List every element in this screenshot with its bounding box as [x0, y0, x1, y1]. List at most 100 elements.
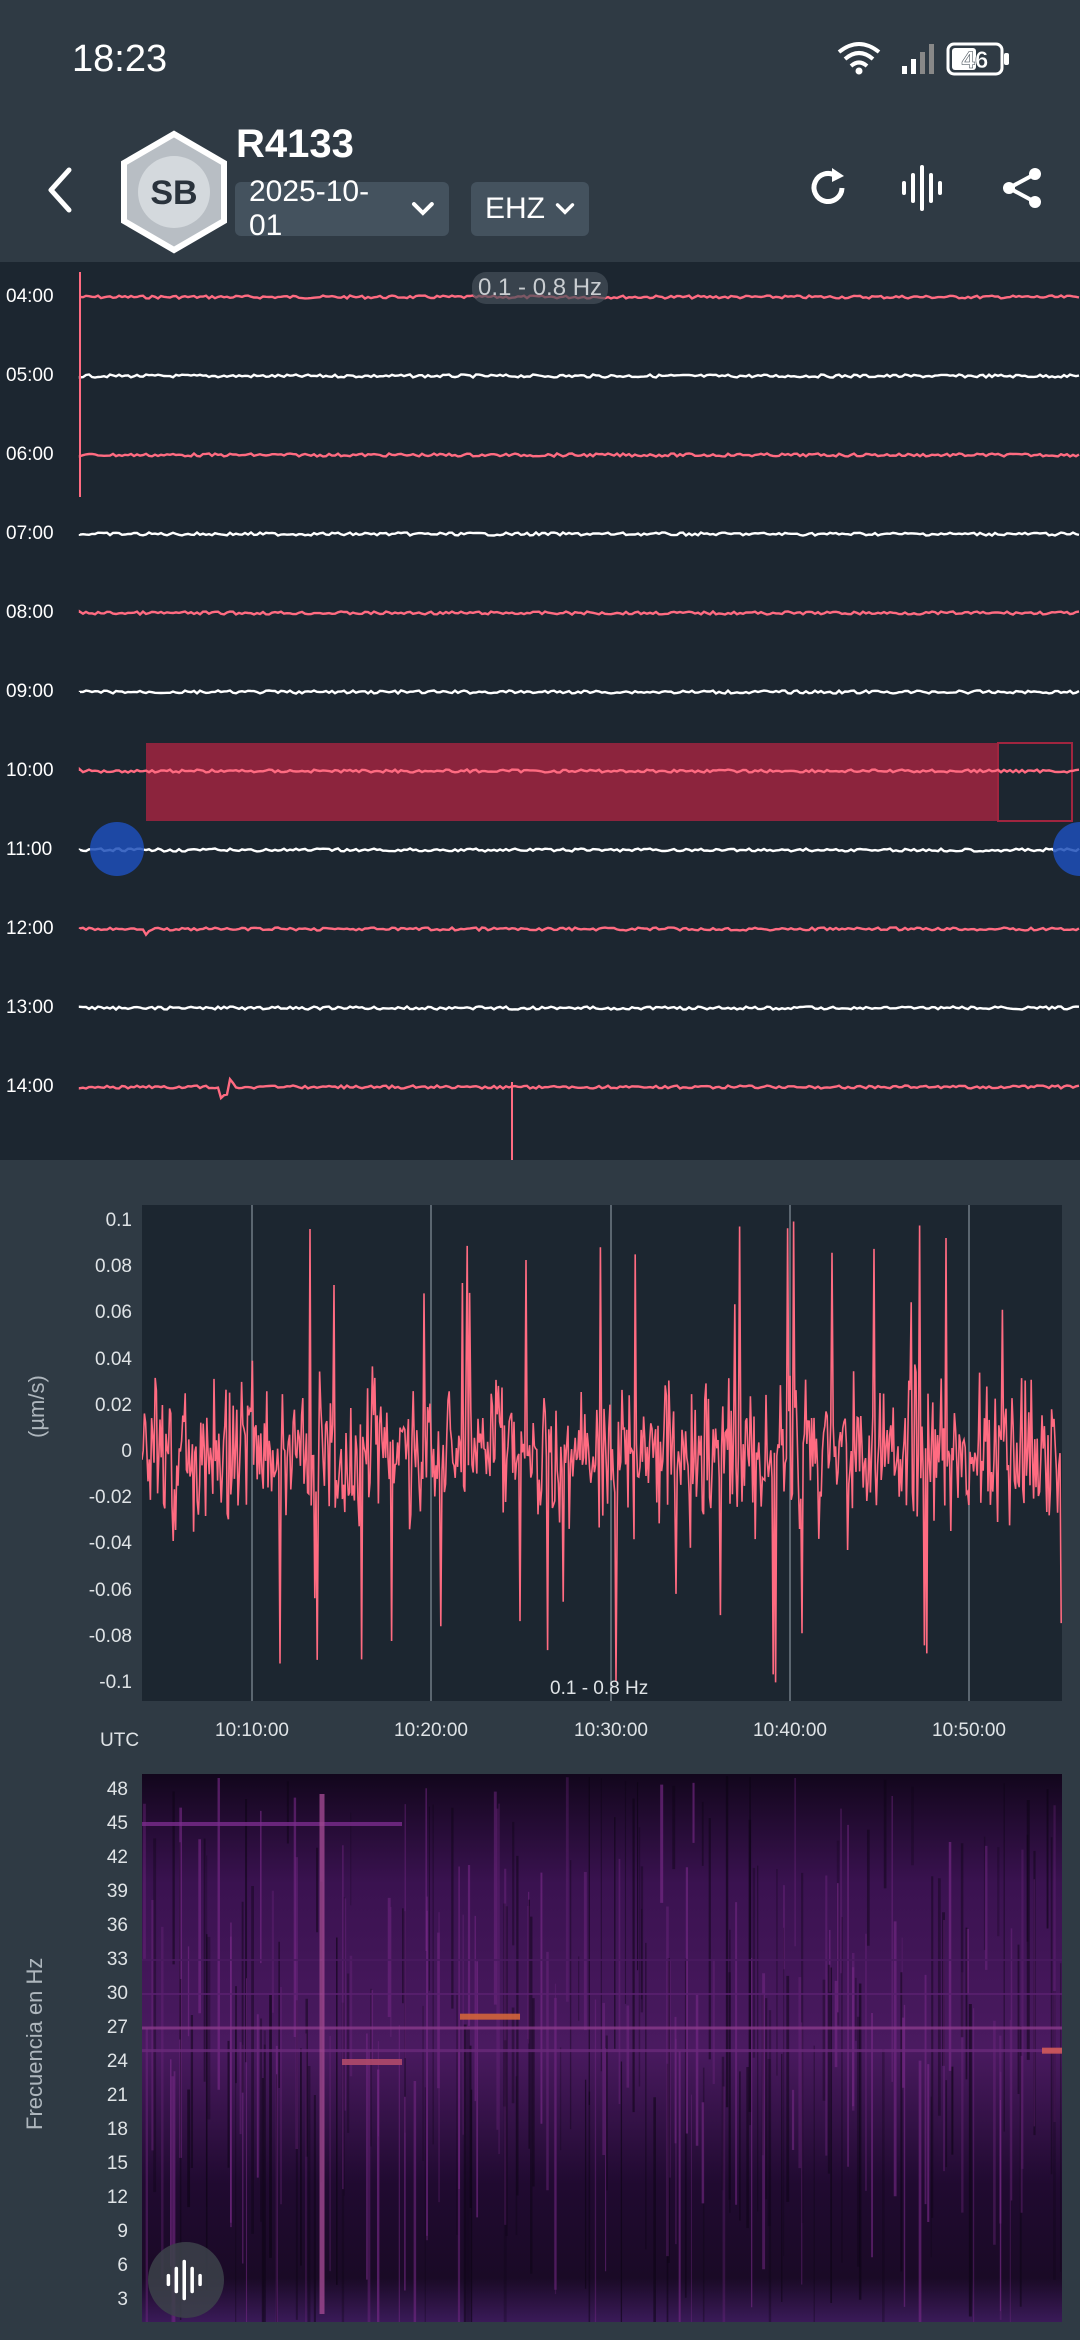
x-tick-label: 10:50:00	[932, 1720, 1006, 1741]
frequency-tick-label: 48	[106, 1779, 128, 1800]
station-badge-icon: SB	[121, 130, 227, 254]
selection-drag-handle[interactable]	[1053, 822, 1080, 876]
waveform-icon	[902, 165, 942, 211]
frequency-tick-label: 18	[106, 2119, 128, 2140]
x-tick-label: 10:40:00	[753, 1720, 827, 1741]
spectrogram-image	[142, 1774, 1062, 2322]
refresh-icon	[811, 168, 845, 204]
chevron-down-icon	[555, 203, 575, 215]
y-tick-label: -0.02	[88, 1487, 132, 1509]
y-tick-label: -0.08	[88, 1625, 132, 1647]
hour-label: 13:00	[6, 997, 54, 1018]
channel-dropdown[interactable]: EHZ	[471, 182, 589, 236]
frequency-tick-label: 36	[106, 1915, 128, 1936]
refresh-button[interactable]	[796, 156, 860, 220]
x-tick-label: 10:10:00	[215, 1720, 289, 1741]
date-value: 2025-10-01	[249, 175, 370, 242]
frequency-tick-label: 6	[117, 2255, 128, 2276]
helicorder-trace	[78, 373, 1080, 380]
hour-label: 08:00	[6, 602, 54, 623]
hour-label: 05:00	[6, 365, 54, 386]
date-dropdown[interactable]: 2025-10-01	[235, 175, 449, 242]
detail-waveform-chart[interactable]: (µm/s) 0.1 0.08 0.06 0.04 0.02 0 -0.02 -0.04 -0.…	[0, 1160, 1080, 1780]
audio-play-button[interactable]	[148, 2242, 224, 2318]
chevron-left-icon	[48, 167, 72, 213]
y-tick-label: 0.04	[95, 1348, 132, 1370]
waveform-button[interactable]	[892, 156, 956, 220]
detail-plot-area[interactable]	[141, 1205, 1062, 1701]
x-tick-label: 10:30:00	[574, 1720, 648, 1741]
station-title: R4133	[236, 122, 354, 166]
hour-label: 06:00	[6, 444, 54, 465]
selection-drag-handle[interactable]	[90, 822, 144, 876]
spectrogram-background	[142, 1774, 1062, 2322]
hour-label: 07:00	[6, 523, 54, 544]
helicorder-trace	[78, 926, 1080, 937]
frequency-tick-label: 39	[106, 1881, 128, 1902]
frequency-tick-label: 45	[106, 1813, 128, 1834]
spectrogram-hotspot	[460, 2013, 520, 2020]
helicorder-trace	[78, 1076, 1080, 1101]
y-tick-label: -0.1	[99, 1672, 132, 1693]
helicorder-trace	[78, 530, 1080, 538]
hour-label: 11:00	[6, 839, 53, 860]
helicorder-trace	[78, 766, 1080, 774]
y-tick-label: 0.08	[95, 1256, 132, 1278]
waveform-icon	[166, 2259, 202, 2301]
frequency-tick-label: 33	[106, 1949, 128, 1970]
share-button[interactable]	[990, 156, 1054, 220]
frequency-tick-label: 42	[106, 1847, 128, 1868]
frequency-tick-label: 9	[117, 2221, 128, 2242]
y-tick-label: -0.06	[88, 1579, 132, 1601]
helicorder-filter-label: 0.1 - 0.8 Hz	[472, 272, 609, 304]
y-tick-label: 0	[121, 1441, 132, 1462]
badge-text: SB	[150, 174, 197, 212]
helicorder-panel[interactable]: 04:00 05:00 06:00 07:00 08:00 09:00 10:00 11:00…	[0, 262, 1080, 1160]
channel-value: EHZ	[485, 192, 545, 225]
frequency-tick-label: 24	[106, 2051, 128, 2072]
battery-level: 46	[962, 47, 989, 74]
detail-y-axis-label: (µm/s)	[24, 1375, 49, 1438]
y-tick-label: 0.02	[95, 1394, 132, 1416]
selection-extension	[997, 742, 1073, 822]
waveform-series	[141, 1221, 1062, 1683]
frequency-tick-label: 27	[106, 2017, 128, 2038]
selection-window[interactable]	[146, 743, 998, 821]
frequency-tick-label: 3	[117, 2289, 128, 2310]
helicorder-traces	[78, 272, 1080, 1160]
helicorder-trace	[78, 452, 1080, 458]
spectrogram-y-axis-label: Frecuencia en Hz	[22, 1957, 47, 2130]
hour-label: 04:00	[6, 286, 54, 307]
status-time: 18:23	[72, 38, 168, 80]
spectrogram-plot-area[interactable]	[142, 1774, 1062, 2322]
detail-waveform	[141, 1205, 1062, 1701]
frequency-tick-label: 21	[106, 2085, 128, 2106]
chevron-down-icon	[412, 202, 435, 216]
spectrogram-hotspot	[1042, 2047, 1062, 2054]
battery-icon: 46	[946, 42, 1009, 76]
status-bar: 18:23 46	[0, 0, 1080, 120]
frequency-tick-label: 15	[106, 2153, 128, 2174]
helicorder-trace	[78, 688, 1080, 696]
spectrogram-hotspot	[342, 2059, 402, 2065]
back-button[interactable]	[30, 150, 90, 230]
y-tick-label: 0.06	[95, 1302, 132, 1324]
signal-icon	[902, 44, 934, 74]
frequency-tick-label: 30	[106, 1983, 128, 2004]
utc-label: UTC	[100, 1730, 140, 1751]
helicorder-trace	[78, 847, 1080, 853]
x-tick-label: 10:20:00	[394, 1720, 468, 1741]
spectrogram-chart[interactable]: Frecuencia en Hz 48 45 42 39 36 33 30 27 24 21 18 1…	[0, 1772, 1080, 2340]
share-icon	[1003, 168, 1041, 208]
hour-label: 09:00	[6, 681, 54, 702]
detail-filter-label: 0.1 - 0.8 Hz	[550, 1678, 649, 1699]
app-header: SB R4133 2025-10-01 EHZ	[0, 120, 1080, 260]
wifi-icon	[837, 42, 881, 75]
y-tick-label: 0.1	[105, 1210, 132, 1231]
helicorder-trace	[78, 1004, 1080, 1012]
y-tick-label: -0.04	[88, 1533, 132, 1555]
frequency-tick-label: 12	[106, 2187, 128, 2208]
hour-label: 12:00	[6, 918, 54, 939]
hour-label: 10:00	[6, 760, 54, 781]
hour-label: 14:00	[6, 1076, 54, 1097]
